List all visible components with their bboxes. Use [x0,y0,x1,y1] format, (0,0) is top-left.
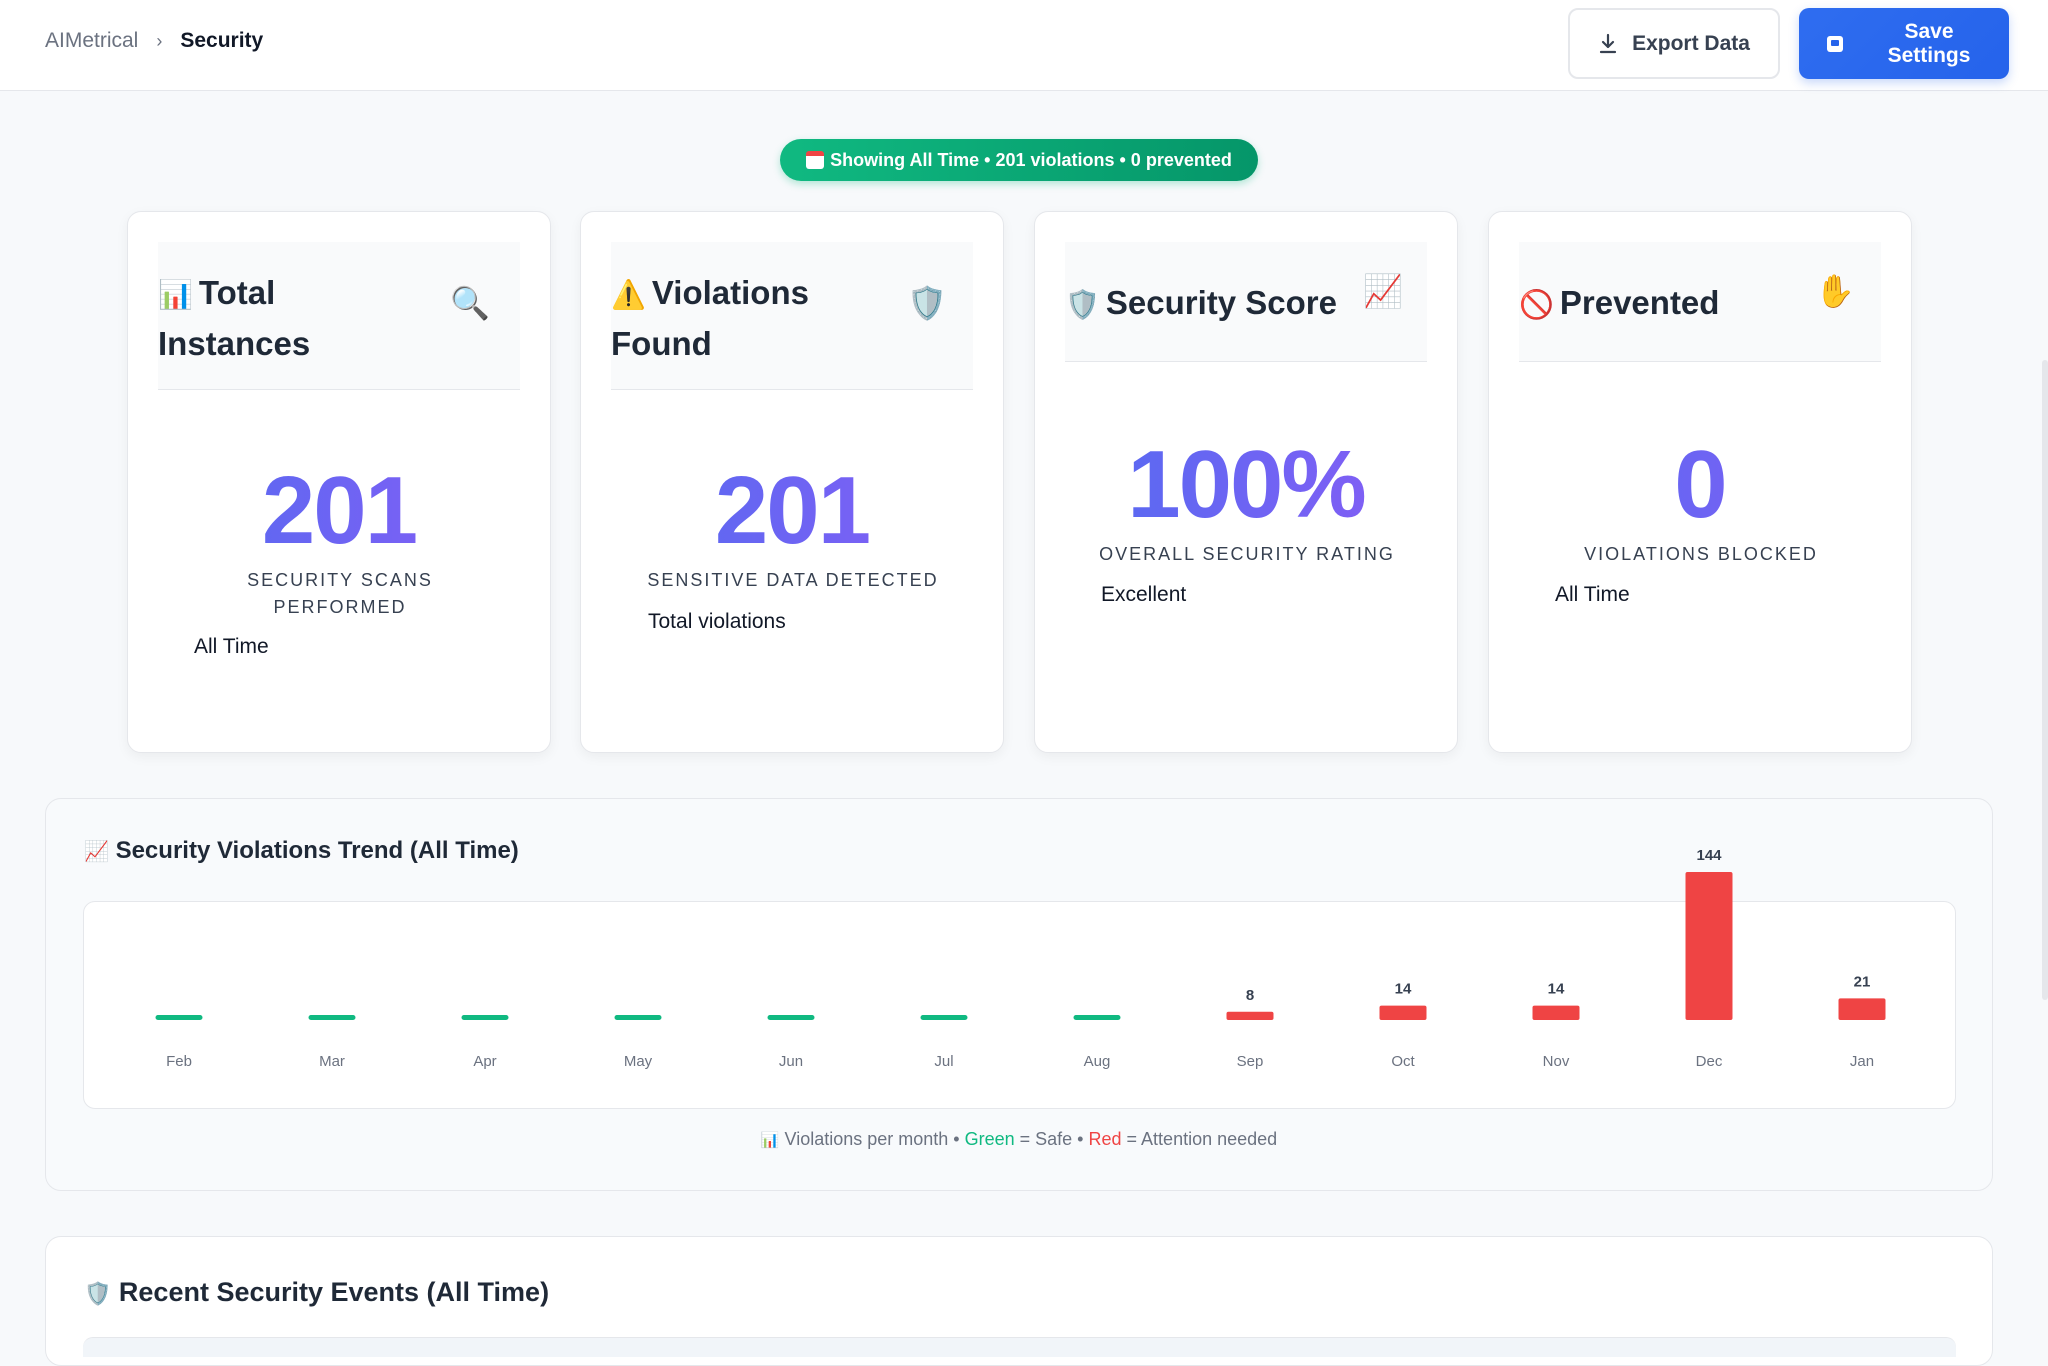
card-header [611,242,973,390]
export-data-label: Export Data [1632,31,1750,55]
chart-bar-jun [767,1015,815,1020]
breadcrumb-current: Security [180,29,264,52]
trending-up-icon: 📈 [84,841,109,863]
chart-bar-oct [1379,1005,1427,1020]
trend-legend: 📊 Violations per month • Green = Safe • … [760,1129,1278,1149]
stat-label: SECURITY SCANS PERFORMED [247,570,433,617]
stat-subtext: All Time [194,635,269,658]
stat-subtext: All Time [1555,583,1630,606]
stat-value: 201 [128,456,550,566]
stat-label: OVERALL SECURITY RATING [1099,544,1395,564]
stat-card-total-instances: 📊 Total Instances 🔍 201 SECURITY SCANS PE… [127,211,551,753]
bar-chart-icon: 📊 [158,279,193,310]
bar-chart-icon: 📊 [760,1132,780,1149]
chevron-right-icon: › [156,30,163,51]
chart-bar-may [614,1015,662,1020]
card-title: ⚠️ Violations Found [611,274,809,362]
card-header [1519,242,1881,362]
events-table-header [83,1337,1956,1357]
export-data-button[interactable]: Export Data [1568,8,1780,79]
chart-x-tick-label: Aug [1084,1053,1111,1070]
breadcrumb: AIMetrical › Security [45,29,263,53]
chart-x-tick-label: Jan [1850,1053,1874,1070]
chart-bar-jul [920,1015,968,1020]
shield-icon: 🛡️ [1065,289,1100,320]
card-header [1065,242,1427,362]
shield-icon: 🛡️ [907,285,947,321]
breadcrumb-root-link[interactable]: AIMetrical [45,29,139,52]
chart-bar-feb [155,1015,203,1020]
stat-value: 100% [1035,430,1457,540]
status-pill: Showing All Time • 201 violations • 0 pr… [780,139,1258,181]
chart-data-label: 21 [1854,973,1871,990]
stat-card-security-score: 🛡️ Security Score 📈 100% OVERALL SECURITY… [1034,211,1458,753]
raised-hand-icon: ✋ [1815,273,1855,309]
chart-x-tick-label: Mar [319,1053,345,1070]
calendar-icon [806,151,825,169]
chart-bar-apr [461,1015,509,1020]
trending-up-icon: 📈 [1363,273,1403,309]
warning-icon: ⚠️ [611,279,646,310]
chart-x-tick-label: Feb [166,1053,192,1070]
chart-bar-nov [1532,1005,1580,1020]
recent-events-panel: 🛡️ Recent Security Events (All Time) [45,1236,1993,1366]
chart-data-label: 14 [1395,981,1412,998]
stat-label: VIOLATIONS BLOCKED [1584,544,1818,564]
chart-data-label: 14 [1548,981,1565,998]
card-title: 📊 Total Instances [158,274,311,362]
chart-data-label: 8 [1246,987,1254,1004]
download-icon [1599,33,1617,53]
legend-red: Red [1088,1129,1122,1149]
save-settings-label: Save Settings [1887,19,1971,67]
chart-bar-jan [1838,998,1886,1020]
chart-x-tick-label: Oct [1391,1053,1415,1070]
chart-bar-dec [1685,872,1733,1020]
trend-chart: Feb Mar Apr May Jun Jul Aug 8 Sep 14 Oct 14 Nov 144 De… [155,847,1886,1070]
prohibited-icon: 🚫 [1519,289,1554,320]
chart-x-tick-label: Jun [779,1053,803,1070]
legend-green: Green [964,1129,1015,1149]
trend-chart-area: Feb Mar Apr May Jun Jul Aug 8 Sep 14 Oct 14 Nov 144 De… [83,847,1956,1109]
stat-subtext: Total violations [648,610,786,633]
chart-x-tick-label: Jul [934,1053,953,1070]
shield-icon: 🛡️ [84,1281,112,1306]
card-title: 🚫 Prevented [1519,284,1720,321]
chart-x-tick-label: Sep [1237,1053,1264,1070]
card-header [158,242,520,390]
stat-subtext: Excellent [1101,583,1187,606]
chart-x-tick-label: Nov [1543,1053,1570,1070]
violations-trend-panel: 📈 Security Violations Trend (All Time) F… [45,798,1993,1191]
chart-x-tick-label: Apr [473,1053,496,1070]
chart-x-tick-label: May [624,1053,653,1070]
stat-card-violations-found: ⚠️ Violations Found 🛡️ 201 SENSITIVE DATA… [580,211,1004,753]
chart-bar-aug [1073,1015,1121,1020]
stat-value: 0 [1489,430,1911,540]
chart-bar-sep [1226,1011,1274,1020]
status-pill-text: Showing All Time • 201 violations • 0 pr… [830,149,1232,170]
chart-bar-mar [308,1015,356,1020]
page-scrollbar[interactable] [2042,360,2048,1000]
trend-title: 📈 Security Violations Trend (All Time) [84,837,519,864]
chart-data-label: 144 [1696,847,1722,864]
chart-x-tick-label: Dec [1696,1053,1723,1070]
save-icon [1827,35,1843,52]
stat-value: 201 [581,456,1003,566]
magnifier-icon: 🔍 [450,285,490,321]
top-bar: AIMetrical › Security Export Data Save S… [0,0,2048,91]
stat-label: SENSITIVE DATA DETECTED [647,570,939,590]
recent-events-title: 🛡️ Recent Security Events (All Time) [84,1277,550,1307]
save-settings-button[interactable]: Save Settings [1799,8,2009,79]
stat-card-prevented: 🚫 Prevented ✋ 0 VIOLATIONS BLOCKED All Ti… [1488,211,1912,753]
card-title: 🛡️ Security Score [1065,284,1337,321]
